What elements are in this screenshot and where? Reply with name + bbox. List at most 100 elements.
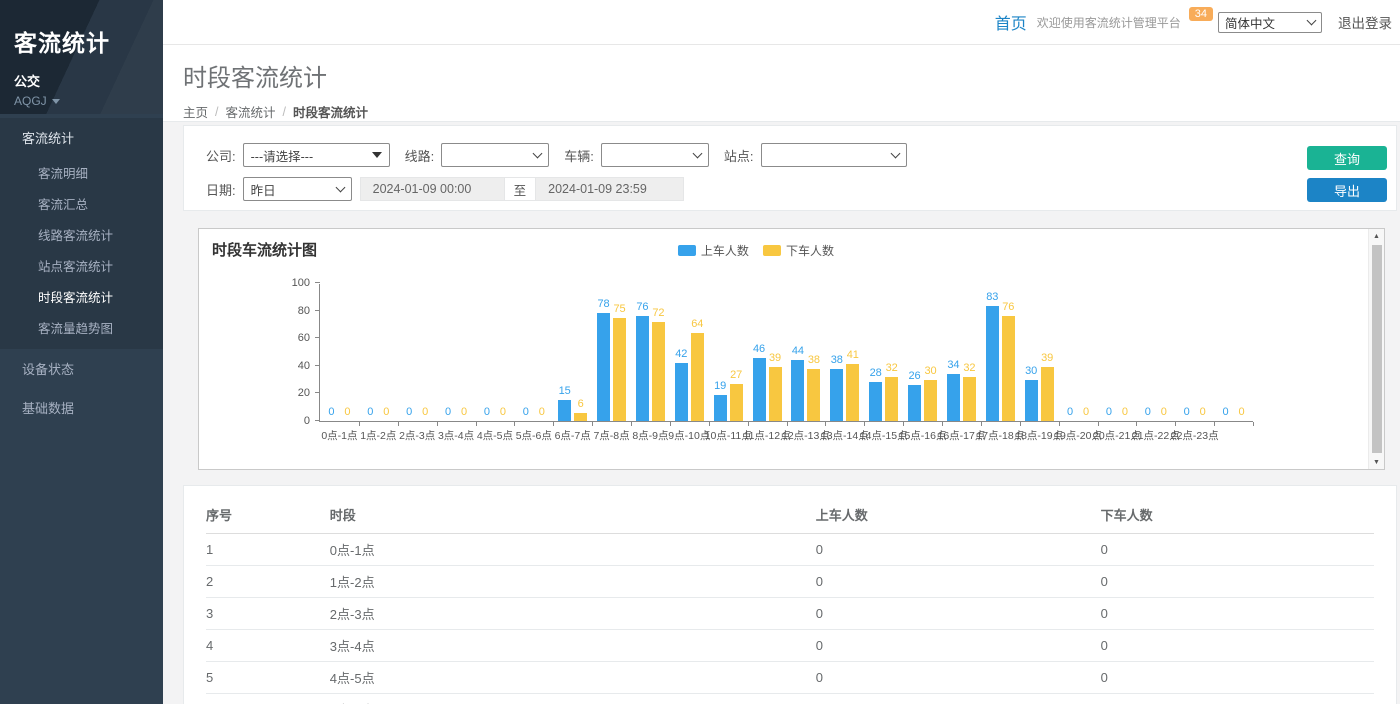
bar-value-label: 38 (808, 354, 820, 366)
bar-value-label: 0 (1083, 406, 1089, 418)
sidebar-item-device-status[interactable]: 设备状态 (0, 349, 163, 388)
sidebar-subitem-passenger-summary[interactable]: 客流汇总 (0, 188, 163, 219)
bar-value-label: 0 (406, 406, 412, 418)
y-axis-tick-label: 60 (298, 332, 310, 344)
bar-value-label: 0 (328, 406, 334, 418)
bar-value-label: 0 (484, 406, 490, 418)
sidebar-item-passenger-stats[interactable]: 客流统计 (0, 118, 163, 157)
bar-value-label: 34 (947, 359, 959, 371)
bar-value-label: 0 (1106, 406, 1112, 418)
bar-alighting: 0 (1157, 284, 1170, 421)
sidebar-subitem-passenger-detail[interactable]: 客流明细 (0, 157, 163, 188)
notification-badge: 34 (1189, 7, 1213, 21)
x-axis-tick (1136, 422, 1137, 426)
bar-boarding: 0 (519, 284, 532, 421)
bar-alighting: 64 (691, 284, 704, 421)
bar-alighting: 6 (574, 284, 587, 421)
breadcrumb-separator: / (283, 105, 286, 119)
bar-value-label: 0 (1200, 406, 1206, 418)
bar-boarding: 19 (714, 284, 727, 421)
y-axis-tick (315, 282, 320, 283)
table-row: 54点-5点00 (206, 662, 1374, 694)
bar-boarding: 28 (869, 284, 882, 421)
bar-group: 463911点-12点 (748, 284, 787, 421)
bar-boarding: 42 (675, 284, 688, 421)
app-brand: 客流统计 (14, 24, 149, 58)
filter-panel: 公司: ---请选择--- 线路: 车辆: 站点: (183, 125, 1397, 211)
date-to-input[interactable]: 2024-01-09 23:59 (535, 177, 684, 201)
station-select[interactable] (761, 143, 907, 167)
table-row: 21点-2点00 (206, 566, 1374, 598)
bar-group: 837617点-18点 (981, 284, 1020, 421)
bar-value-label: 38 (831, 354, 843, 366)
bar-alighting: 0 (419, 284, 432, 421)
bar-group: 003点-4点 (437, 284, 476, 421)
x-axis-tick (787, 422, 788, 426)
legend-item[interactable]: 上车人数 (678, 242, 749, 259)
bar-group: 283214点-15点 (864, 284, 903, 421)
topbar: 首页 欢迎使用客流统计管理平台 34 简体中文 退出登录 (163, 0, 1400, 45)
bar-value-label: 0 (1122, 406, 1128, 418)
bar-value-label: 42 (675, 348, 687, 360)
user-name: AQGJ (14, 94, 47, 108)
x-axis-tick (903, 422, 904, 426)
legend-item[interactable]: 下车人数 (763, 242, 834, 259)
bar-group: 78757点-8点 (592, 284, 631, 421)
bar-group: 76728点-9点 (631, 284, 670, 421)
bar-group: 443812点-13点 (787, 284, 826, 421)
line-select[interactable] (441, 143, 549, 167)
scroll-down-icon[interactable]: ▼ (1373, 455, 1380, 469)
sidebar-subitem-trend-chart[interactable]: 客流量趋势图 (0, 312, 163, 343)
bar-boarding: 44 (791, 284, 804, 421)
date-from-input[interactable]: 2024-01-09 00:00 (360, 177, 505, 201)
legend-swatch (763, 245, 781, 256)
x-axis-tick (592, 422, 593, 426)
bar-group: 0020点-21点 (1098, 284, 1137, 421)
legend-swatch (678, 245, 696, 256)
bar-group: 001点-2点 (359, 284, 398, 421)
user-menu[interactable]: AQGJ (14, 94, 149, 108)
bar-group: 42649点-10点 (670, 284, 709, 421)
bar-alighting: 39 (769, 284, 782, 421)
bar-value-label: 27 (730, 369, 742, 381)
vehicle-select[interactable] (601, 143, 709, 167)
chevron-down-icon (533, 148, 543, 158)
bar-alighting: 75 (613, 284, 626, 421)
breadcrumb-home[interactable]: 主页 (183, 102, 208, 121)
export-button[interactable]: 导出 (1307, 178, 1387, 202)
x-axis-tick (437, 422, 438, 426)
breadcrumb-separator: / (215, 105, 218, 119)
x-axis-tick (514, 422, 515, 426)
bar-value-label: 0 (461, 406, 467, 418)
bar-alighting: 27 (730, 284, 743, 421)
sidebar-subitem-period-stats[interactable]: 时段客流统计 (0, 281, 163, 312)
scrollbar-thumb[interactable] (1372, 245, 1382, 453)
home-link[interactable]: 首页 (995, 10, 1027, 34)
sidebar-subitem-station-stats[interactable]: 站点客流统计 (0, 250, 163, 281)
table-cell: 4 (206, 630, 330, 662)
date-preset-select[interactable]: 昨日 (243, 177, 352, 201)
page-heading: 时段客流统计 主页 / 客流统计 / 时段客流统计 (163, 45, 1400, 122)
chart-plot-wrap: 020406080100000点-1点001点-2点002点-3点003点-4点… (319, 284, 1253, 422)
bar-boarding: 0 (1180, 284, 1193, 421)
table-header-row: 序号时段上车人数下车人数 (206, 498, 1374, 534)
bar-value-label: 75 (613, 303, 625, 315)
chevron-down-icon (335, 182, 345, 192)
bar-value-label: 46 (753, 343, 765, 355)
bar-value-label: 0 (445, 406, 451, 418)
logout-link[interactable]: 退出登录 (1338, 12, 1392, 32)
search-button[interactable]: 查询 (1307, 146, 1387, 170)
bar-value-label: 0 (500, 406, 506, 418)
content: 公司: ---请选择--- 线路: 车辆: 站点: (163, 122, 1400, 704)
scroll-up-icon[interactable]: ▲ (1373, 229, 1380, 243)
breadcrumb-section[interactable]: 客流统计 (226, 102, 276, 121)
breadcrumb-current: 时段客流统计 (293, 102, 368, 121)
bar-value-label: 32 (886, 362, 898, 374)
sidebar-item-base-data[interactable]: 基础数据 (0, 388, 163, 427)
sidebar-subitem-line-stats[interactable]: 线路客流统计 (0, 219, 163, 250)
language-select[interactable]: 简体中文 (1218, 12, 1322, 33)
bar-alighting: 38 (807, 284, 820, 421)
bar-group: 005点-6点 (514, 284, 553, 421)
table-row: 65点-6点00 (206, 694, 1374, 704)
company-select[interactable]: ---请选择--- (243, 143, 390, 167)
